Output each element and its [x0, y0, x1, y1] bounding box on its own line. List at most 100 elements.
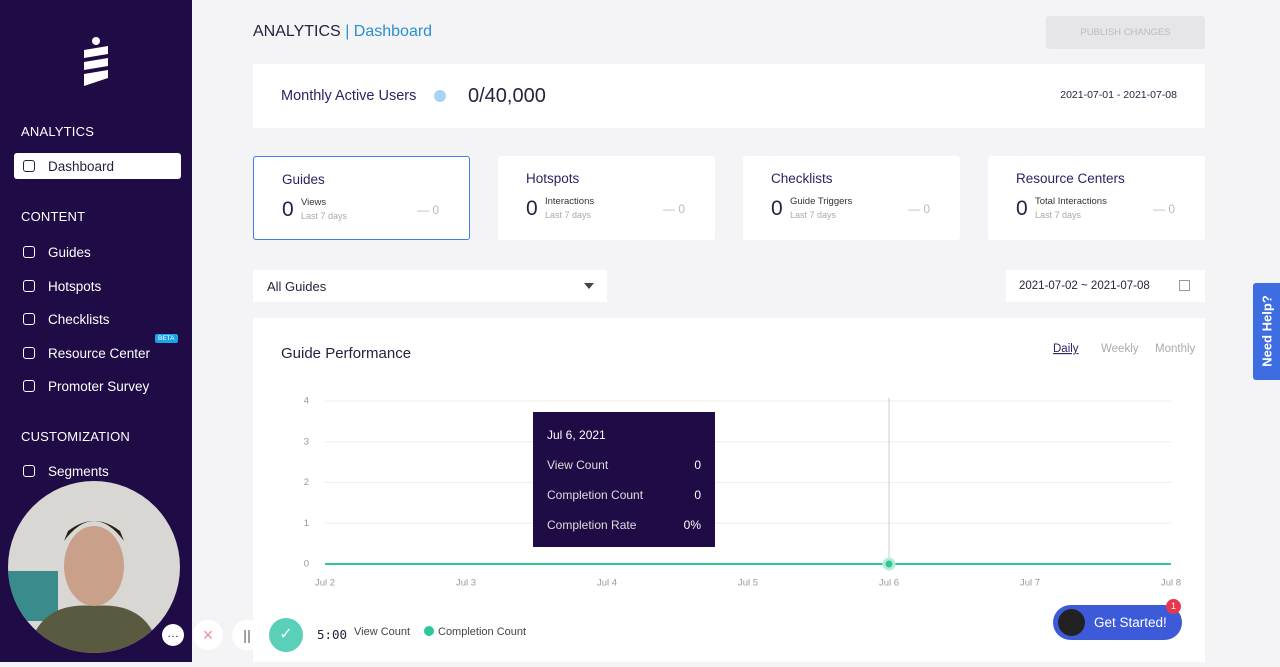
mau-card: Monthly Active Users 0/40,000 2021-07-01… — [253, 64, 1205, 128]
stat-card[interactable]: Checklists 0 Guide Triggers Last 7 days — 0 — [743, 156, 960, 240]
card-title: Hotspots — [526, 171, 580, 186]
tooltip-label: View Count — [547, 458, 609, 472]
button-label: Get Started! — [1094, 615, 1167, 630]
nav-item[interactable]: Guides — [14, 239, 181, 265]
pause-button[interactable]: || — [232, 620, 262, 650]
card-title: Resource Centers — [1016, 171, 1125, 186]
date-range: 2021-07-02 ~ 2021-07-08 — [1019, 280, 1150, 292]
help-tab[interactable]: Need Help? — [1253, 283, 1280, 380]
card-change: — 0 — [662, 202, 685, 216]
dropdown-arrow — [584, 283, 594, 289]
section-title: CUSTOMIZATION — [21, 429, 131, 444]
y-tick-label: 3 — [304, 436, 309, 447]
card-value: 0 — [771, 197, 783, 220]
chart: Guide Performance Daily Weekly Monthly 0 1 2 3… — [281, 343, 1196, 638]
card-change: — 0 — [416, 203, 439, 217]
mau-value: 0/40,000 — [468, 85, 546, 107]
card-metric: Total Interactions — [1035, 196, 1107, 207]
card-change: — 0 — [907, 202, 930, 216]
nav-item[interactable]: Resource Center — [14, 340, 181, 366]
card-title: Guides — [282, 172, 325, 187]
tooltip-label: Completion Count — [547, 488, 644, 502]
stat-card[interactable]: Resource Centers 0 Total Interactions Last … — [988, 156, 1205, 240]
nav-label: Hotspots — [48, 278, 102, 294]
tooltip-value: 0% — [683, 518, 701, 532]
nav-label: Segments — [48, 463, 109, 479]
get-started-button[interactable]: Get Started! 1 — [1053, 599, 1182, 640]
logo — [84, 37, 108, 86]
section-title: CONTENT — [21, 209, 86, 224]
tooltip-date: Jul 6, 2021 — [547, 428, 606, 442]
card-metric: Views — [301, 197, 327, 208]
tooltip-label: Completion Rate — [547, 518, 637, 532]
x-tick-label: Jul 5 — [738, 578, 758, 589]
nav-item[interactable]: Promoter Survey — [14, 373, 181, 399]
tooltip-row: Completion Count 0 — [547, 488, 701, 502]
tooltip-value: 0 — [694, 458, 701, 472]
period-tab[interactable]: Weekly — [1101, 343, 1139, 355]
nav-item[interactable]: Dashboard — [14, 153, 181, 179]
publish-button[interactable]: PUBLISH CHANGES — [1046, 16, 1205, 49]
card-value: 0 — [1016, 197, 1028, 220]
nav-item[interactable]: Hotspots — [14, 273, 181, 299]
webcam — [8, 481, 180, 653]
stat-card[interactable]: Guides 0 Views Last 7 days — 0 — [253, 156, 470, 240]
card-period: Last 7 days — [1035, 210, 1082, 220]
card-value: 0 — [282, 198, 294, 221]
beta-badge: BETA — [155, 334, 178, 343]
card-value: 0 — [526, 197, 538, 220]
avatar — [1058, 609, 1085, 636]
tooltip-row: Completion Rate 0% — [547, 518, 701, 532]
y-tick-label: 1 — [304, 518, 309, 529]
timer: 5:00 — [309, 620, 355, 650]
page-title: ANALYTICS | Dashboard — [253, 23, 432, 41]
cancel-button[interactable]: × — [193, 620, 223, 650]
hover-marker — [882, 557, 896, 571]
chart-card: Guide Performance Daily Weekly Monthly 0 1 2 3… — [253, 318, 1205, 662]
chart-title: Guide Performance — [281, 345, 411, 362]
nav-label: Checklists — [48, 311, 110, 327]
card-change: — 0 — [1152, 202, 1175, 216]
period-tab[interactable]: Monthly — [1155, 343, 1196, 355]
info-icon[interactable] — [434, 90, 446, 102]
date-picker[interactable]: 2021-07-02 ~ 2021-07-08 — [1006, 270, 1205, 302]
x-tick-label: Jul 3 — [456, 578, 476, 589]
legend-label: View Count — [354, 626, 410, 638]
tooltip-row: View Count 0 — [547, 458, 701, 472]
guide-select[interactable]: All Guides — [253, 270, 607, 302]
calendar-icon — [1179, 280, 1190, 291]
legend-label: Completion Count — [438, 626, 526, 638]
nav-label: Dashboard — [48, 158, 115, 174]
x-tick-label: Jul 2 — [315, 578, 335, 589]
nav-label: Promoter Survey — [48, 378, 150, 394]
mau-label: Monthly Active Users — [281, 88, 417, 104]
card-period: Last 7 days — [545, 210, 592, 220]
stat-card[interactable]: Hotspots 0 Interactions Last 7 days — 0 — [498, 156, 715, 240]
card-period: Last 7 days — [301, 211, 348, 221]
card-metric: Guide Triggers — [790, 196, 853, 207]
mau-range: 2021-07-01 - 2021-07-08 — [1060, 89, 1177, 101]
notification-badge: 1 — [1166, 599, 1181, 614]
more-button[interactable]: … — [162, 624, 184, 646]
legend-marker — [424, 626, 434, 636]
x-tick-label: Jul 8 — [1161, 578, 1181, 589]
select-value: All Guides — [267, 279, 327, 294]
tooltip-title: Jul 6, 2021 — [547, 428, 701, 442]
title: ANALYTICS — [253, 23, 341, 40]
section-title: ANALYTICS — [21, 124, 95, 139]
nav-label: Guides — [48, 244, 91, 260]
tooltip-value: 0 — [694, 488, 701, 502]
x-tick-label: Jul 6 — [879, 578, 899, 589]
period-tab[interactable]: Daily — [1053, 343, 1079, 355]
card-metric: Interactions — [545, 196, 595, 207]
card-period: Last 7 days — [790, 210, 837, 220]
nav-item[interactable]: Checklists — [14, 306, 181, 332]
y-tick-label: 2 — [304, 477, 309, 488]
nav-label: Resource Center — [48, 345, 151, 361]
x-tick-label: Jul 4 — [597, 578, 617, 589]
nav-item[interactable]: Segments — [14, 458, 181, 484]
x-tick-label: Jul 7 — [1020, 578, 1040, 589]
finish-button[interactable]: ✓ — [269, 618, 303, 652]
